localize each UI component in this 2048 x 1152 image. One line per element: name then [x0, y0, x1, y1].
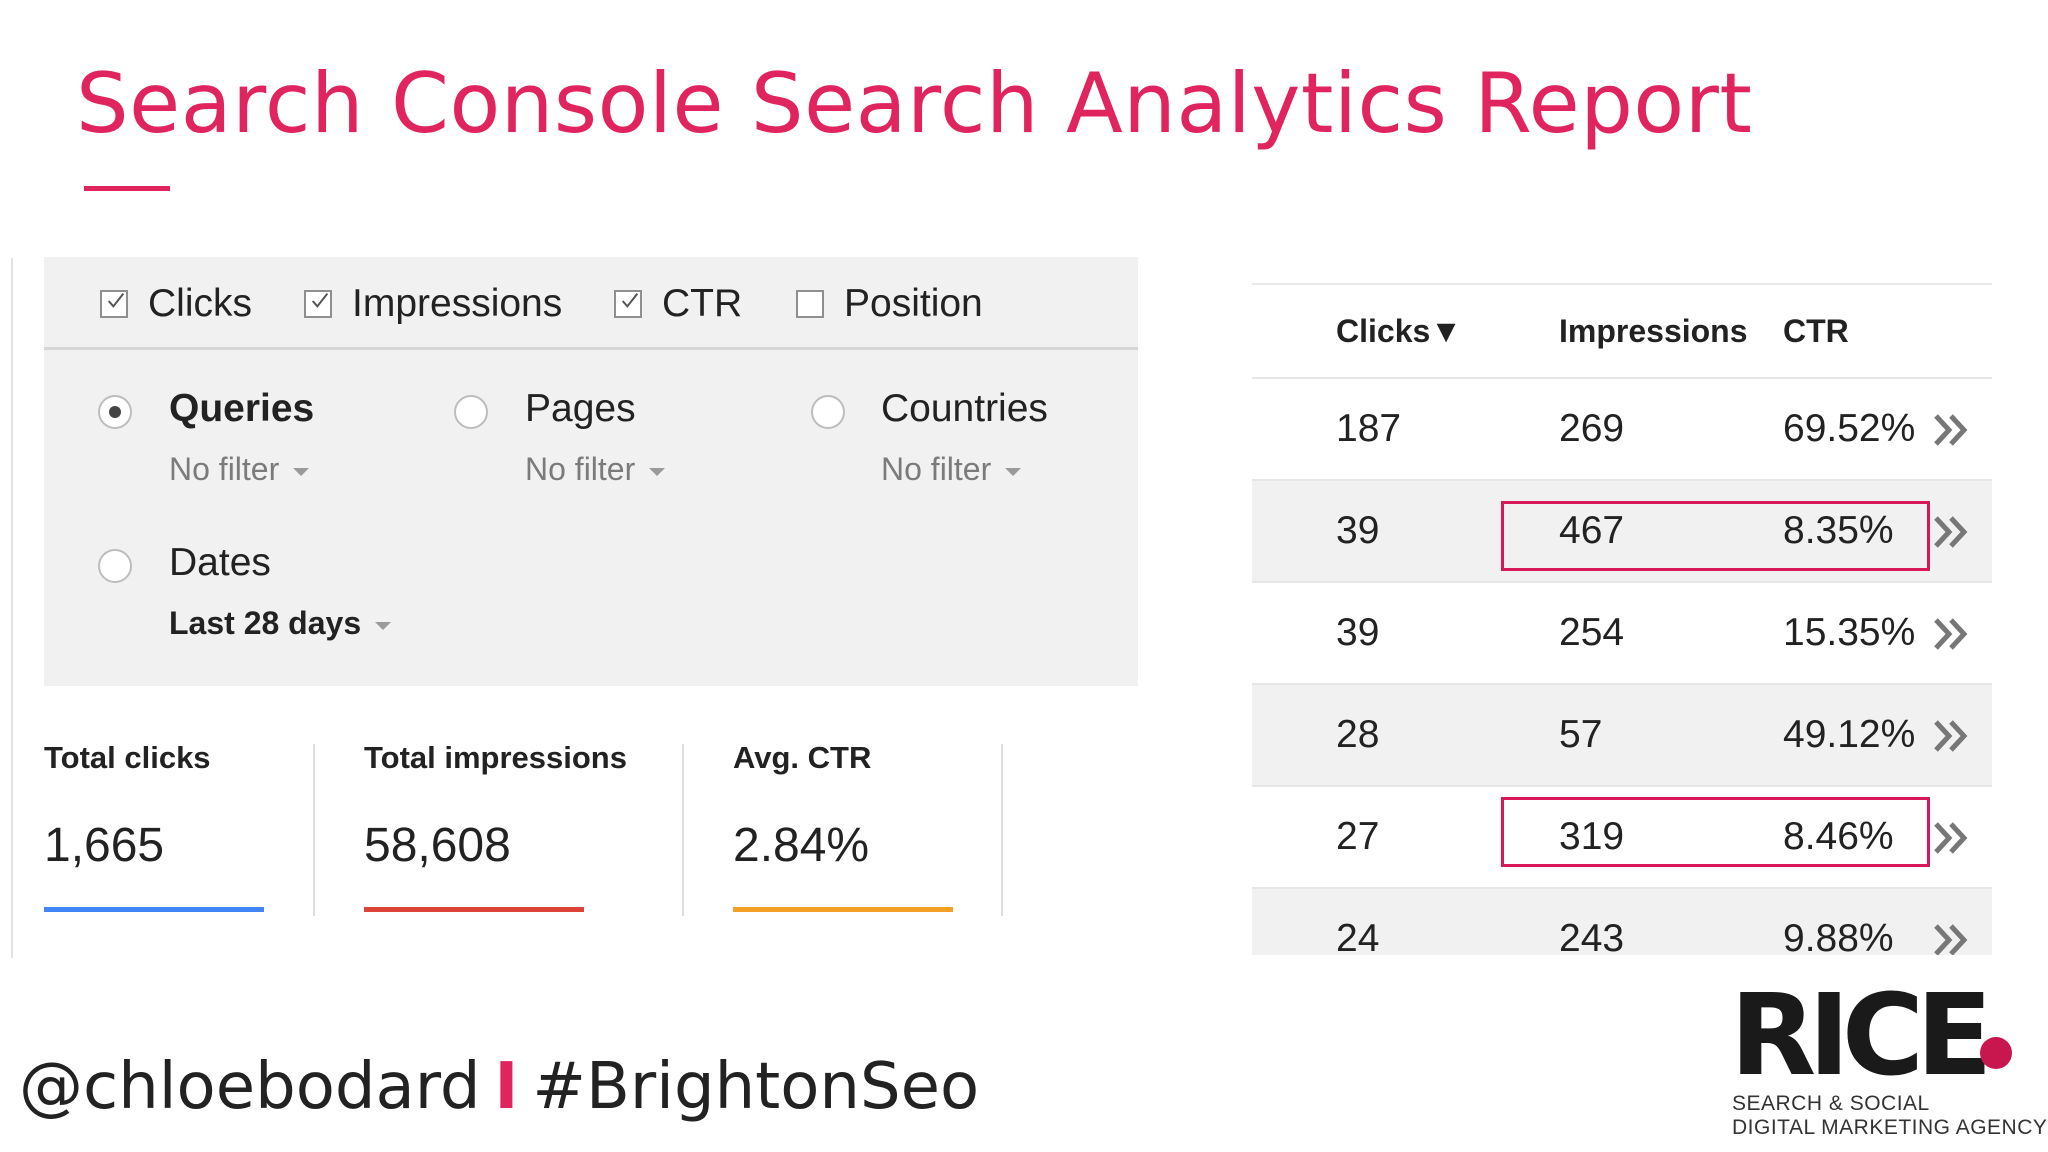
row-divider [1252, 785, 1992, 787]
dimension-queries-filter[interactable]: No filter [169, 451, 310, 488]
cell-ctr: 9.88% [1783, 917, 1894, 955]
checkbox-checked-icon[interactable] [304, 289, 332, 318]
table-top-border [1252, 283, 1992, 285]
dimension-pages-filter[interactable]: No filter [525, 451, 666, 488]
dimension-dates-label[interactable]: Dates [169, 541, 271, 584]
highlight-box [1501, 797, 1930, 867]
logo-tagline-2: DIGITAL MARKETING AGENCY [1732, 1116, 2048, 1139]
double-chevron-right-icon[interactable] [1932, 820, 1972, 856]
dropdown-caret-icon [293, 467, 310, 476]
row-divider [1252, 887, 1992, 889]
cell-ctr: 69.52% [1783, 407, 1916, 450]
checkbox-checked-icon[interactable] [100, 289, 128, 318]
table-row[interactable]: 27 319 8.46% [1252, 787, 1992, 887]
table-row[interactable]: 187 269 69.52% [1252, 379, 1992, 479]
avg-ctr-indicator [733, 907, 953, 912]
cell-ctr: 8.35% [1783, 509, 1894, 552]
cell-clicks: 28 [1336, 713, 1380, 756]
column-header-ctr[interactable]: CTR [1783, 313, 1849, 349]
avg-ctr-value: 2.84% [733, 819, 870, 872]
row-divider [1252, 683, 1992, 685]
double-chevron-right-icon[interactable] [1932, 718, 1972, 754]
divider [1001, 744, 1003, 916]
slide-title: Search Console Search Analytics Report [76, 55, 1753, 152]
twitter-handle: @chloebodard [19, 1050, 481, 1124]
cell-impressions: 254 [1559, 611, 1625, 654]
panel-left-border [11, 258, 13, 958]
metric-label: CTR [662, 281, 743, 325]
logo-dot [1980, 1037, 2012, 1069]
total-impressions-indicator [364, 907, 584, 912]
cell-clicks: 187 [1336, 407, 1402, 450]
cell-ctr: 49.12% [1783, 713, 1916, 756]
radio-dates[interactable] [98, 549, 132, 583]
double-chevron-right-icon[interactable] [1932, 514, 1972, 550]
cell-impressions: 243 [1559, 917, 1625, 955]
logo-wordmark: RICE [1730, 971, 1993, 1101]
double-chevron-right-icon[interactable] [1932, 922, 1972, 955]
radio-pages[interactable] [454, 395, 488, 429]
cell-clicks: 39 [1336, 509, 1380, 552]
column-header-clicks[interactable]: Clicks▼ [1336, 313, 1462, 349]
cell-clicks: 27 [1336, 815, 1380, 858]
dimension-countries-label[interactable]: Countries [881, 387, 1048, 430]
double-chevron-right-icon[interactable] [1932, 412, 1972, 448]
cell-impressions: 467 [1559, 509, 1625, 552]
event-hashtag: #BrightonSeo [532, 1050, 980, 1124]
metric-label: Impressions [352, 281, 563, 325]
dropdown-caret-icon [649, 467, 666, 476]
highlight-box [1501, 501, 1930, 571]
cell-clicks: 39 [1336, 611, 1380, 654]
cell-clicks: 24 [1336, 917, 1380, 955]
logo-tagline-1: SEARCH & SOCIAL [1732, 1092, 1930, 1115]
radio-queries[interactable] [98, 395, 132, 429]
metric-label: Position [844, 281, 983, 325]
avg-ctr-label: Avg. CTR [733, 740, 872, 775]
dimension-queries-label[interactable]: Queries [169, 387, 315, 430]
metric-label: Clicks [148, 281, 252, 325]
total-clicks-indicator [44, 907, 264, 912]
table-row[interactable]: 24 243 9.88% [1252, 889, 1992, 955]
dropdown-caret-icon [1005, 467, 1022, 476]
dimension-pages-label[interactable]: Pages [525, 387, 636, 430]
checkbox-checked-icon[interactable] [614, 289, 642, 318]
cell-ctr: 8.46% [1783, 815, 1894, 858]
header-divider [1252, 377, 1992, 379]
metric-impressions-toggle[interactable]: Impressions [304, 257, 562, 350]
metric-clicks-toggle[interactable]: Clicks [100, 257, 252, 350]
cell-impressions: 269 [1559, 407, 1625, 450]
rice-logo: RICE SEARCH & SOCIAL DIGITAL MARKETING A… [1730, 971, 2047, 1139]
dimension-dates-filter[interactable]: Last 28 days [169, 605, 392, 642]
dropdown-caret-icon [375, 621, 392, 630]
metric-toggle-bar: Clicks Impressions CTR Position [44, 257, 1138, 350]
filter-panel: Clicks Impressions CTR Position Queries … [44, 257, 1138, 686]
total-clicks-label: Total clicks [44, 740, 211, 775]
divider [682, 744, 684, 916]
metric-position-toggle[interactable]: Position [796, 257, 983, 350]
cell-impressions: 57 [1559, 713, 1603, 756]
total-impressions-value: 58,608 [364, 819, 511, 872]
dimension-countries-filter[interactable]: No filter [881, 451, 1022, 488]
total-clicks-value: 1,665 [44, 819, 165, 872]
checkbox-unchecked-icon[interactable] [796, 289, 824, 318]
table-row[interactable]: 39 254 15.35% [1252, 583, 1992, 683]
row-divider [1252, 581, 1992, 583]
cell-impressions: 319 [1559, 815, 1625, 858]
metric-ctr-toggle[interactable]: CTR [614, 257, 742, 350]
footer-attribution: @chloebodard I #BrightonSeo [19, 1050, 979, 1124]
table-row[interactable]: 39 467 8.35% [1252, 481, 1992, 581]
radio-countries[interactable] [811, 395, 845, 429]
column-header-impressions[interactable]: Impressions [1559, 313, 1748, 349]
footer-separator: I [494, 1050, 519, 1124]
table-row[interactable]: 28 57 49.12% [1252, 685, 1992, 785]
divider [313, 744, 315, 916]
double-chevron-right-icon[interactable] [1932, 616, 1972, 652]
cell-ctr: 15.35% [1783, 611, 1916, 654]
total-impressions-label: Total impressions [364, 740, 627, 775]
row-divider [1252, 479, 1992, 481]
title-underline [84, 186, 170, 191]
